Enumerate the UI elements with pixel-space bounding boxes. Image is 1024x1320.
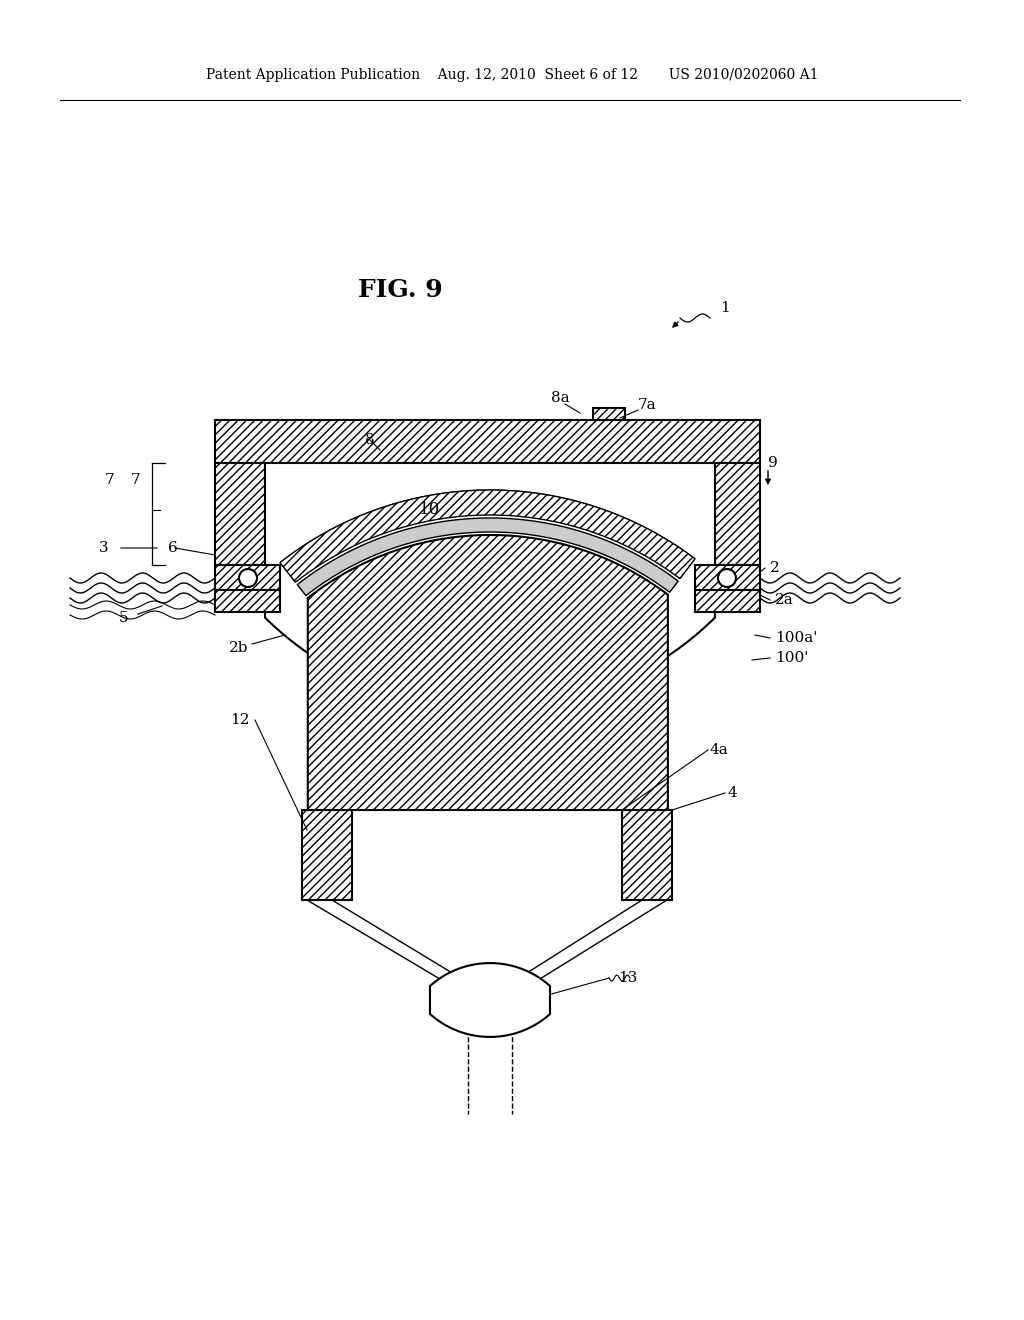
Polygon shape — [291, 508, 684, 582]
Polygon shape — [695, 590, 760, 612]
Text: 8: 8 — [366, 433, 375, 447]
Polygon shape — [215, 420, 760, 463]
Text: 8a: 8a — [551, 391, 569, 405]
Text: 7: 7 — [105, 473, 115, 487]
Text: 5: 5 — [119, 611, 128, 624]
Polygon shape — [715, 463, 760, 565]
Text: 100': 100' — [775, 651, 808, 665]
Polygon shape — [593, 408, 625, 420]
Polygon shape — [215, 565, 280, 590]
Text: 100a': 100a' — [775, 631, 817, 645]
Polygon shape — [302, 810, 352, 900]
Text: 9: 9 — [768, 455, 778, 470]
Polygon shape — [215, 590, 280, 612]
Text: 4: 4 — [728, 785, 737, 800]
Text: FIG. 9: FIG. 9 — [357, 279, 442, 302]
Polygon shape — [280, 490, 695, 582]
Text: 7a: 7a — [638, 399, 656, 412]
Text: 13: 13 — [618, 972, 637, 985]
Text: 2a: 2a — [775, 593, 794, 607]
Circle shape — [239, 569, 257, 587]
Text: 2: 2 — [770, 561, 779, 576]
Polygon shape — [308, 535, 668, 810]
Circle shape — [718, 569, 736, 587]
Text: 7: 7 — [130, 473, 140, 487]
Polygon shape — [622, 810, 672, 900]
Text: 2b: 2b — [228, 642, 248, 655]
Polygon shape — [297, 517, 678, 595]
Text: 10: 10 — [420, 502, 440, 519]
Text: 3: 3 — [98, 541, 108, 554]
Text: 6: 6 — [168, 541, 178, 554]
Polygon shape — [430, 964, 550, 1038]
Text: Patent Application Publication    Aug. 12, 2010  Sheet 6 of 12       US 2010/020: Patent Application Publication Aug. 12, … — [206, 69, 818, 82]
Text: 1: 1 — [720, 301, 730, 315]
Polygon shape — [695, 565, 760, 590]
Polygon shape — [215, 463, 265, 565]
Polygon shape — [280, 490, 695, 568]
Polygon shape — [265, 463, 715, 710]
Polygon shape — [285, 498, 690, 574]
Text: 12: 12 — [230, 713, 250, 727]
Polygon shape — [299, 520, 677, 591]
Text: 4a: 4a — [710, 743, 729, 756]
